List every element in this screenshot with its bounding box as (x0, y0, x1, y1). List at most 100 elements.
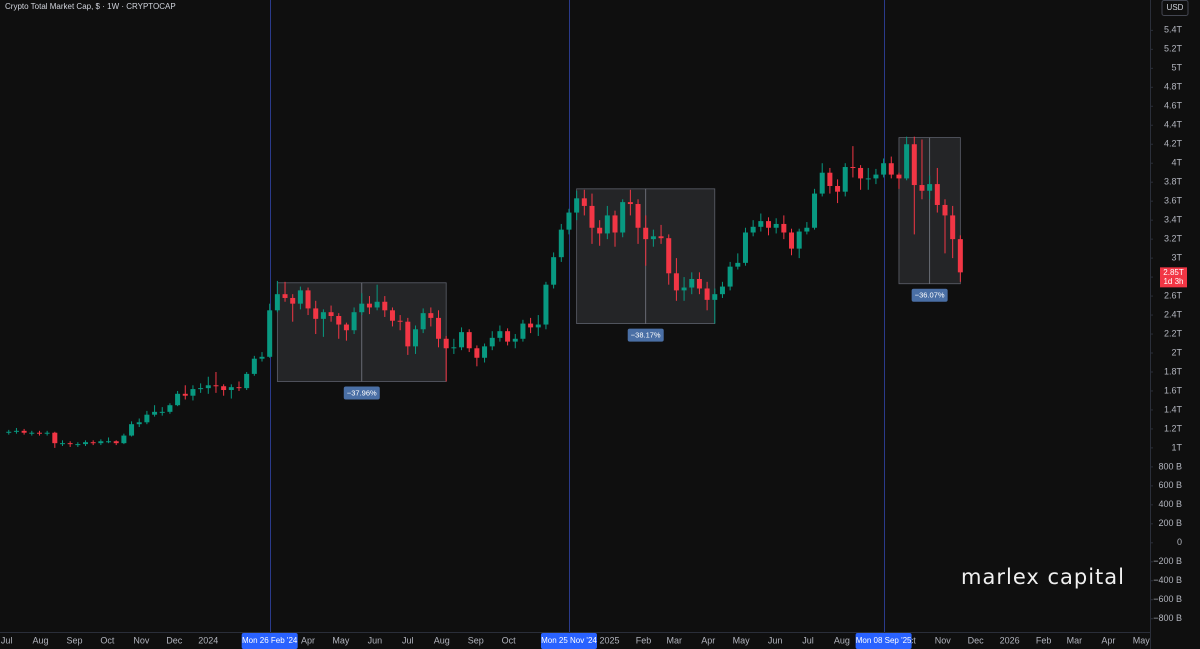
y-tick-label: 4.8T (1164, 82, 1183, 92)
y-tick-label: 3.6T (1164, 196, 1183, 206)
x-tick-label: Jul (402, 635, 414, 645)
y-tick-label: 600 B (1158, 480, 1182, 490)
measure-label: −36.07% (915, 291, 945, 300)
candle-body (650, 236, 656, 240)
candle-body (366, 303, 372, 308)
y-tick-label: 2.2T (1164, 328, 1183, 338)
y-tick-label: 2.6T (1164, 290, 1183, 300)
y-tick-label: −600 B (1153, 594, 1182, 604)
x-tick-label: Oct (100, 635, 115, 645)
y-tick-label: 3.2T (1164, 234, 1183, 244)
candle-body (804, 227, 810, 232)
candle-body (911, 144, 917, 186)
chart-title: Crypto Total Market Cap, $ · 1W · CRYPTO… (5, 2, 176, 11)
y-tick-label: 5.4T (1164, 25, 1183, 35)
date-marker-label: Mon 08 Sep '25 (856, 636, 912, 645)
candle-body (643, 227, 649, 240)
candle-body (221, 386, 227, 391)
y-tick-label: −200 B (1153, 556, 1182, 566)
candle-body (343, 324, 349, 331)
candle-body (896, 174, 902, 179)
candle-body (781, 223, 787, 233)
candle-body (167, 405, 173, 412)
candle-body (113, 441, 119, 444)
candle-body (574, 198, 580, 213)
y-tick-label: 1.8T (1164, 366, 1183, 376)
candle-body (274, 294, 280, 311)
date-marker-label-bg (241, 633, 298, 649)
candle-body (21, 430, 27, 433)
candle-body (589, 205, 595, 228)
y-tick-label: 400 B (1158, 499, 1182, 509)
y-tick-label: 5.2T (1164, 44, 1183, 54)
candle-body (6, 431, 12, 433)
candle-body (420, 313, 426, 330)
measure-label: −37.96% (347, 388, 377, 397)
last-price-tag (1160, 267, 1187, 288)
candle-body (29, 432, 35, 434)
measure-label-bg (627, 328, 664, 342)
candle-body (436, 317, 442, 339)
x-tick-label: Feb (636, 635, 652, 645)
candle-body (666, 238, 672, 274)
x-tick-label: Nov (935, 635, 952, 645)
candle-body (789, 232, 795, 249)
candle-body (389, 310, 395, 321)
candle-body (904, 144, 910, 179)
candle-body (597, 227, 603, 234)
candle-body (750, 226, 756, 233)
x-tick-label: Jun (368, 635, 383, 645)
candle-body (497, 331, 503, 338)
currency-button[interactable] (1161, 0, 1189, 16)
candle-body (198, 388, 204, 390)
candle-body (236, 387, 242, 389)
x-tick-label: Aug (834, 635, 850, 645)
x-tick-label: Mar (666, 635, 682, 645)
candle-body (159, 411, 165, 413)
candle-body (758, 221, 764, 227)
candle-body (75, 444, 81, 446)
candle-body (957, 239, 963, 273)
candle-body (59, 443, 65, 445)
candle-body (152, 411, 158, 415)
candle-body (773, 223, 779, 228)
y-tick-label: 1T (1171, 442, 1182, 452)
candle-body (635, 204, 641, 228)
y-tick-label: 4.4T (1164, 120, 1183, 130)
date-marker-label: Mon 25 Nov '24 (541, 636, 597, 645)
y-tick-label: −800 B (1153, 613, 1182, 623)
currency-label[interactable]: USD (1167, 3, 1184, 12)
measure-label: −38.17% (631, 331, 661, 340)
candle-body (83, 442, 89, 445)
candle-body (205, 385, 211, 389)
candle-body (865, 178, 871, 180)
candle-body (950, 215, 956, 240)
candle-body (719, 286, 725, 295)
x-tick-label: Apr (301, 635, 315, 645)
measure-label-bg (911, 288, 948, 302)
candle-body (290, 297, 296, 304)
x-tick-label: 2024 (198, 635, 218, 645)
x-tick-label: 2025 (600, 635, 620, 645)
candle-body (696, 278, 702, 289)
candle-body (13, 430, 19, 432)
candle-body (581, 198, 587, 206)
candle-body (673, 273, 679, 291)
candle-body (927, 184, 933, 191)
candle-body (121, 435, 127, 444)
candle-body (428, 313, 434, 318)
y-tick-label: 2.4T (1164, 309, 1183, 319)
y-tick-label: 0 (1177, 537, 1182, 547)
x-tick-label: Aug (434, 635, 450, 645)
x-tick-label: May (733, 635, 751, 645)
candle-body (359, 303, 365, 313)
x-tick-label: Jul (802, 635, 814, 645)
y-tick-label: 200 B (1158, 518, 1182, 528)
candle-body (136, 422, 142, 425)
candle-body (459, 332, 465, 348)
x-tick-label: May (1133, 635, 1151, 645)
candle-body (827, 172, 833, 186)
measure-label-bg (343, 386, 380, 400)
